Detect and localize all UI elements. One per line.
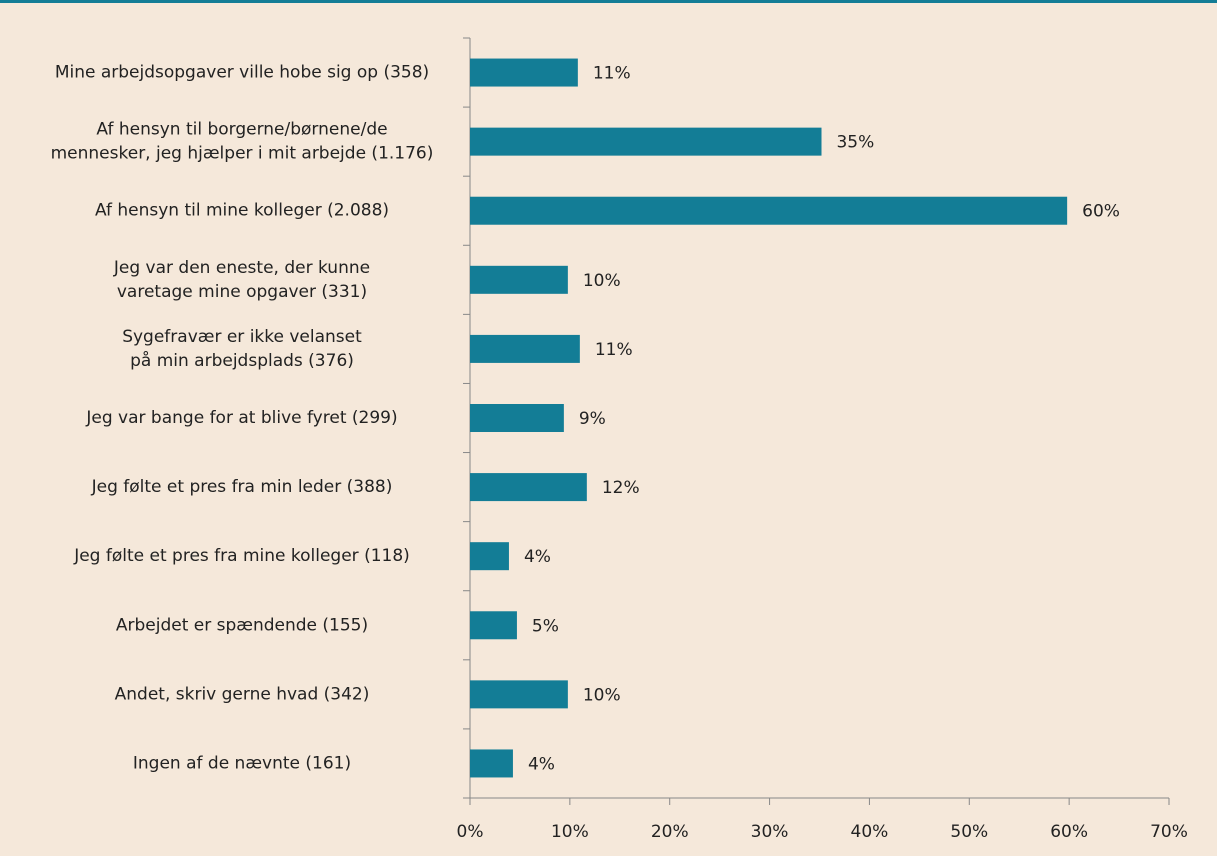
top-border (0, 0, 1217, 3)
category-label: Mine arbejdsopgaver ville hobe sig op (3… (55, 63, 429, 83)
category-label: Ingen af de nævnte (161) (133, 753, 351, 773)
bar (470, 196, 1068, 225)
category-label: Jeg følte et pres fra min leder (388) (91, 477, 393, 497)
bar (470, 334, 580, 363)
x-tick-label: 30% (751, 822, 789, 842)
value-label: 10% (583, 685, 621, 705)
bar (470, 542, 509, 571)
value-label: 11% (595, 340, 633, 360)
x-tick-label: 20% (651, 822, 689, 842)
bar (470, 127, 822, 156)
category-label: Af hensyn til mine kolleger (2.088) (95, 201, 389, 221)
category-label: Sygefravær er ikke velanset på min arbejd… (122, 327, 362, 371)
value-label: 60% (1082, 202, 1120, 222)
value-label: 5% (532, 616, 559, 636)
category-label: Jeg var den eneste, der kunne varetage mi… (113, 258, 370, 302)
bar (470, 749, 513, 778)
category-label: Andet, skriv gerne hvad (342) (115, 684, 370, 704)
x-tick-label: 50% (950, 822, 988, 842)
bar (470, 265, 568, 294)
category-label: Arbejdet er spændende (155) (116, 615, 368, 635)
x-tick-label: 70% (1150, 822, 1188, 842)
x-tick-label: 10% (551, 822, 589, 842)
category-label: Jeg var bange for at blive fyret (299) (85, 408, 397, 428)
category-label: Af hensyn til borgerne/børnene/de mennesk… (51, 120, 434, 164)
bar (470, 404, 564, 432)
value-label: 11% (593, 64, 631, 84)
bar (470, 473, 587, 502)
x-tick-label: 60% (1050, 822, 1088, 842)
x-tick-label: 0% (457, 822, 484, 842)
value-label: 10% (583, 271, 621, 291)
bar (470, 58, 578, 87)
bar (470, 680, 568, 709)
value-label: 4% (528, 754, 555, 774)
value-label: 9% (579, 409, 606, 429)
bar (470, 611, 517, 640)
x-tick-label: 40% (851, 822, 889, 842)
value-label: 35% (836, 133, 874, 153)
value-label: 4% (524, 547, 551, 567)
value-label: 12% (602, 478, 640, 498)
category-label: Jeg følte et pres fra mine kolleger (118… (73, 546, 410, 566)
